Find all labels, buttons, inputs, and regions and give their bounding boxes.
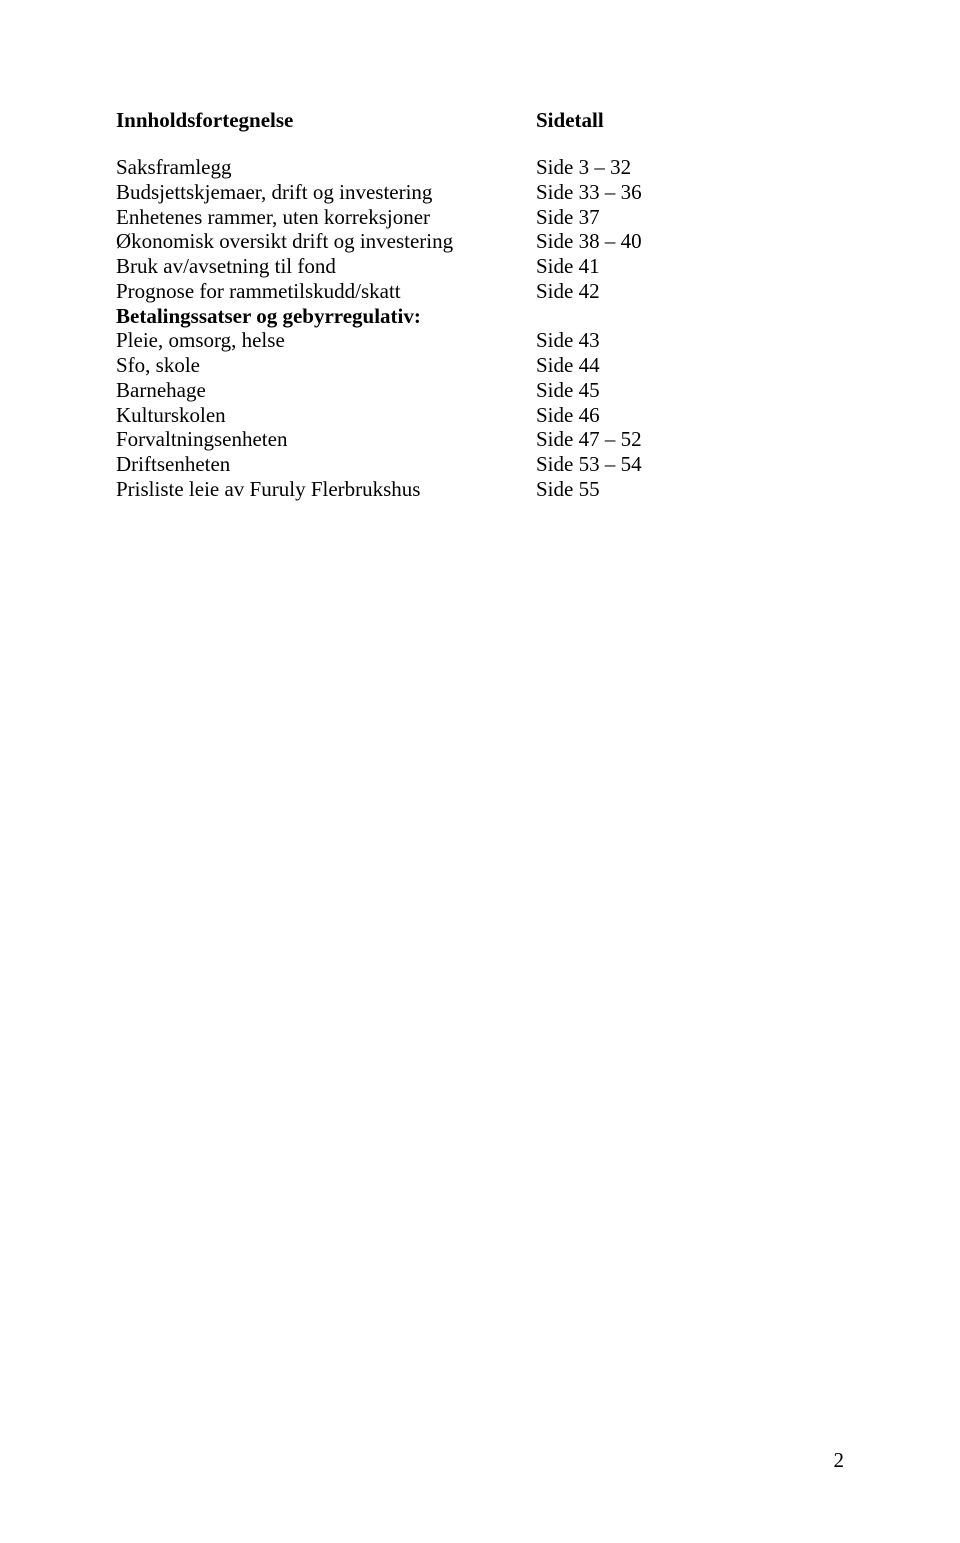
toc-rows: SaksframleggSide 3 – 32Budsjettskjemaer,… [116,155,844,502]
toc-row: Sfo, skoleSide 44 [116,353,844,378]
toc-row-label: Bruk av/avsetning til fond [116,254,536,279]
toc-row: Prognose for rammetilskudd/skattSide 42 [116,279,844,304]
toc-row: ForvaltningsenhetenSide 47 – 52 [116,427,844,452]
toc-row-label: Prognose for rammetilskudd/skatt [116,279,536,304]
toc-header-row: Innholdsfortegnelse Sidetall [116,108,844,133]
toc-row-label: Enhetenes rammer, uten korreksjoner [116,205,536,230]
toc-row-label: Betalingssatser og gebyrregulativ: [116,304,536,329]
toc-row-value: Side 47 – 52 [536,427,844,452]
toc-row-value [536,304,844,329]
toc-row-value: Side 42 [536,279,844,304]
page-number: 2 [834,1448,845,1473]
toc-row: Pleie, omsorg, helseSide 43 [116,328,844,353]
toc-row-value: Side 33 – 36 [536,180,844,205]
toc-row-value: Side 46 [536,403,844,428]
toc-row-label: Pleie, omsorg, helse [116,328,536,353]
toc-row-label: Budsjettskjemaer, drift og investering [116,180,536,205]
toc-row: BarnehageSide 45 [116,378,844,403]
toc-row-label: Sfo, skole [116,353,536,378]
toc-row-label: Forvaltningsenheten [116,427,536,452]
toc-row-value: Side 38 – 40 [536,229,844,254]
toc-row: SaksframleggSide 3 – 32 [116,155,844,180]
toc-row-label: Barnehage [116,378,536,403]
toc-row-label: Saksframlegg [116,155,536,180]
toc-row-value: Side 55 [536,477,844,502]
toc-row-value: Side 45 [536,378,844,403]
toc-row: Enhetenes rammer, uten korreksjonerSide … [116,205,844,230]
toc-title-right: Sidetall [536,108,844,133]
toc-row: DriftsenhetenSide 53 – 54 [116,452,844,477]
toc-row-value: Side 41 [536,254,844,279]
toc-row: Betalingssatser og gebyrregulativ: [116,304,844,329]
toc-row-value: Side 37 [536,205,844,230]
toc-row: Økonomisk oversikt drift og investeringS… [116,229,844,254]
toc-row-label: Økonomisk oversikt drift og investering [116,229,536,254]
toc-row: Prisliste leie av Furuly FlerbrukshusSid… [116,477,844,502]
toc-row: KulturskolenSide 46 [116,403,844,428]
toc-row-value: Side 44 [536,353,844,378]
toc-row-value: Side 3 – 32 [536,155,844,180]
toc-row-label: Prisliste leie av Furuly Flerbrukshus [116,477,536,502]
toc-title-left: Innholdsfortegnelse [116,108,536,133]
page-content: Innholdsfortegnelse Sidetall Saksframleg… [0,0,960,502]
toc-row-value: Side 43 [536,328,844,353]
toc-row-value: Side 53 – 54 [536,452,844,477]
toc-row-label: Driftsenheten [116,452,536,477]
toc-row-label: Kulturskolen [116,403,536,428]
toc-row: Budsjettskjemaer, drift og investeringSi… [116,180,844,205]
toc-row: Bruk av/avsetning til fondSide 41 [116,254,844,279]
